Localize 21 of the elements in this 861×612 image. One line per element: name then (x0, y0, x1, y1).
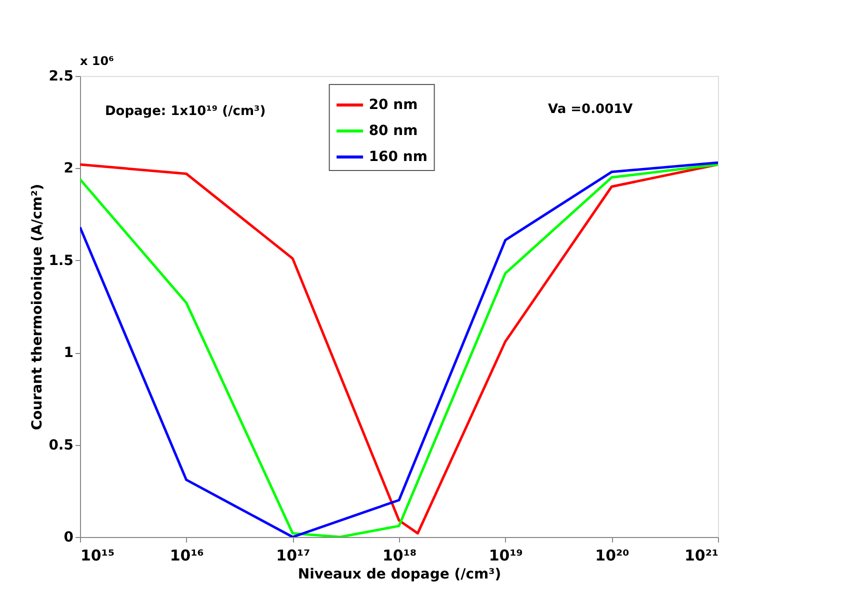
y-tick-label: 0 (64, 530, 74, 546)
legend-label: 80 nm (368, 123, 418, 139)
y-tick-label: 0.5 (48, 437, 74, 454)
y-tick-label: 2.5 (48, 68, 74, 84)
legend-label: 20 nm (368, 97, 418, 113)
legend-label: 160 nm (368, 149, 428, 165)
y-tick-label: 1 (64, 345, 74, 362)
x-tick-label: 10¹⁸ (382, 546, 417, 564)
x-tick-label: 10¹⁹ (488, 546, 523, 564)
y-tick-label: 2 (64, 160, 74, 177)
x-tick-label: 10¹⁵ (80, 546, 115, 564)
text: x 10⁶ (80, 54, 114, 68)
annotation: Va =0.001V (548, 102, 633, 117)
x-tick-label: 10²⁰ (595, 546, 630, 564)
x-tick-label: 10¹⁷ (276, 546, 310, 564)
x-tick-label: 10²¹ (684, 546, 718, 564)
annotation: Dopage: 1x10¹⁹ (/cm³) (105, 104, 266, 119)
y-axis-title: Courant thermoionique (A/cm²) (30, 184, 46, 430)
x-axis-title: Niveaux de dopage (/cm³) (298, 566, 502, 582)
x-tick-label: 10¹⁶ (170, 546, 204, 564)
y-tick-label: 1.5 (48, 252, 74, 269)
